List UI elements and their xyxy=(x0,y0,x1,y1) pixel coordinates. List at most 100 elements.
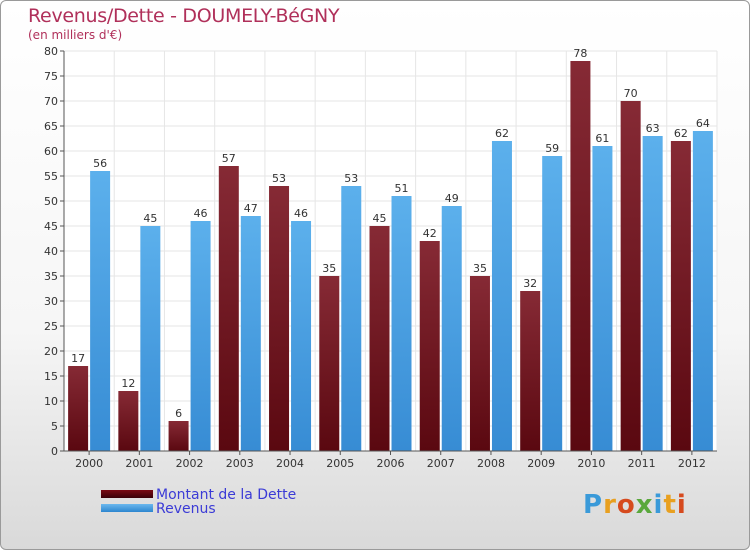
bar-revenus xyxy=(642,136,663,451)
data-label-dette: 78 xyxy=(573,47,587,60)
bar-revenus xyxy=(542,156,563,451)
data-label-revenus: 63 xyxy=(646,122,660,135)
bar-revenus xyxy=(592,146,613,451)
data-label-dette: 6 xyxy=(175,407,182,420)
x-tick-label: 2009 xyxy=(527,457,555,470)
bar-dette xyxy=(218,166,239,451)
chart-subtitle: (en milliers d'€) xyxy=(28,28,123,42)
bar-dette xyxy=(670,141,691,451)
y-tick-label: 30 xyxy=(44,295,58,308)
legend-label-revenus: Revenus xyxy=(156,501,216,517)
x-tick-label: 2008 xyxy=(477,457,505,470)
data-label-revenus: 53 xyxy=(344,172,358,185)
bar-dette xyxy=(520,291,541,451)
y-tick-label: 65 xyxy=(44,120,58,133)
bar-dette xyxy=(570,61,591,451)
chart-title: Revenus/Dette - DOUMELY-BéGNY xyxy=(28,5,340,27)
bar-revenus xyxy=(240,216,261,451)
data-label-revenus: 56 xyxy=(93,157,107,170)
bar-dette xyxy=(319,276,340,451)
data-label-revenus: 59 xyxy=(545,142,559,155)
data-label-dette: 62 xyxy=(674,127,688,140)
data-label-dette: 12 xyxy=(121,377,135,390)
legend-swatch-revenus xyxy=(101,504,153,512)
logo-letter: i xyxy=(653,490,664,520)
x-tick-label: 2007 xyxy=(427,457,455,470)
legend-label-dette: Montant de la Dette xyxy=(156,487,297,503)
x-tick-label: 2005 xyxy=(326,457,354,470)
x-tick-label: 2004 xyxy=(276,457,304,470)
x-tick-label: 2001 xyxy=(125,457,153,470)
x-tick-label: 2012 xyxy=(678,457,706,470)
bar-dette xyxy=(469,276,490,451)
data-label-revenus: 64 xyxy=(696,117,710,130)
y-tick-label: 10 xyxy=(44,395,58,408)
y-tick-label: 25 xyxy=(44,320,58,333)
data-label-dette: 45 xyxy=(373,212,387,225)
data-label-revenus: 47 xyxy=(244,202,258,215)
y-tick-label: 60 xyxy=(44,145,58,158)
logo-letter: P xyxy=(583,490,604,520)
y-tick-label: 40 xyxy=(44,245,58,258)
logo-letter: r xyxy=(603,490,617,520)
x-tick-label: 2002 xyxy=(176,457,204,470)
labels-layer: 1756124564657475346355345514249356232597… xyxy=(71,47,710,420)
grid-layer xyxy=(63,50,718,452)
x-tick-label: 2006 xyxy=(377,457,405,470)
bar-revenus xyxy=(341,186,362,451)
bar-revenus xyxy=(692,131,713,451)
y-tick-label: 45 xyxy=(44,220,58,233)
bar-revenus xyxy=(291,221,312,451)
logo-letter: x xyxy=(635,490,654,520)
y-tick-label: 50 xyxy=(44,195,58,208)
bar-revenus xyxy=(441,206,462,451)
y-tick-label: 15 xyxy=(44,370,58,383)
y-tick-label: 75 xyxy=(44,70,58,83)
data-label-revenus: 61 xyxy=(595,132,609,145)
legend-swatch-dette xyxy=(101,490,153,498)
y-tick-label: 0 xyxy=(51,445,58,458)
data-label-revenus: 46 xyxy=(194,207,208,220)
y-tick-label: 20 xyxy=(44,345,58,358)
y-tick-label: 35 xyxy=(44,270,58,283)
bar-revenus xyxy=(190,221,211,451)
data-label-dette: 42 xyxy=(423,227,437,240)
axis-layer: 0 5 10 15 20 25 30 35 40 45 50 55 60 65 70 75 80 2000 2001… xyxy=(44,45,717,470)
y-tick-label: 70 xyxy=(44,95,58,108)
y-tick-label: 80 xyxy=(44,45,58,58)
data-label-revenus: 51 xyxy=(395,182,409,195)
proxiti-logo: Proxiti xyxy=(583,490,687,520)
bars-layer xyxy=(68,61,713,451)
bar-dette xyxy=(68,366,89,451)
logo-letter: t xyxy=(663,490,677,520)
data-label-revenus: 62 xyxy=(495,127,509,140)
data-label-dette: 70 xyxy=(624,87,638,100)
bar-revenus xyxy=(491,141,512,451)
x-tick-label: 2003 xyxy=(226,457,254,470)
bar-revenus xyxy=(90,171,111,451)
data-label-revenus: 49 xyxy=(445,192,459,205)
bar-dette xyxy=(419,241,440,451)
bar-dette xyxy=(118,391,139,451)
data-label-dette: 53 xyxy=(272,172,286,185)
data-label-revenus: 46 xyxy=(294,207,308,220)
bar-dette xyxy=(620,101,641,451)
logo-letter: i xyxy=(676,490,687,520)
bar-revenus xyxy=(391,196,412,451)
y-tick-label: 5 xyxy=(51,420,58,433)
data-label-dette: 17 xyxy=(71,352,85,365)
bar-dette xyxy=(269,186,290,451)
data-label-dette: 32 xyxy=(523,277,537,290)
x-tick-label: 2010 xyxy=(577,457,605,470)
bar-revenus xyxy=(140,226,161,451)
data-label-dette: 57 xyxy=(222,152,236,165)
y-tick-label: 55 xyxy=(44,170,58,183)
data-label-dette: 35 xyxy=(473,262,487,275)
x-tick-label: 2011 xyxy=(628,457,656,470)
bar-dette xyxy=(168,421,189,451)
data-label-dette: 35 xyxy=(322,262,336,275)
bar-dette xyxy=(369,226,390,451)
data-label-revenus: 45 xyxy=(143,212,157,225)
